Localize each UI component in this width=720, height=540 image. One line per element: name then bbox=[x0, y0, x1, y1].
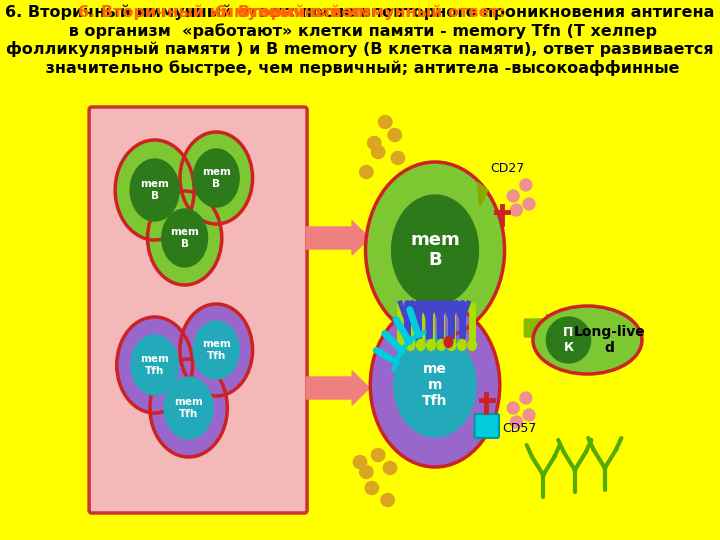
Text: mem
Tfh: mem Tfh bbox=[174, 397, 203, 419]
Circle shape bbox=[164, 377, 213, 439]
Text: 6. Вторичный иммунный ответ:: 6. Вторичный иммунный ответ: bbox=[215, 5, 505, 21]
Polygon shape bbox=[477, 182, 488, 206]
Circle shape bbox=[468, 340, 477, 350]
Circle shape bbox=[437, 340, 446, 350]
Ellipse shape bbox=[354, 456, 366, 469]
Circle shape bbox=[194, 149, 239, 207]
Circle shape bbox=[162, 209, 207, 267]
Text: CD27: CD27 bbox=[490, 162, 525, 175]
Circle shape bbox=[370, 303, 500, 467]
Text: 6. Вторичный иммунный ответ: после вповторного проникновения антигена
 в организ: 6. Вторичный иммунный ответ: после вповт… bbox=[5, 5, 715, 76]
Text: Long-live
d: Long-live d bbox=[574, 325, 645, 355]
Circle shape bbox=[457, 340, 467, 350]
Circle shape bbox=[130, 159, 179, 221]
Ellipse shape bbox=[359, 465, 373, 478]
Text: me
m
Tfh: me m Tfh bbox=[422, 362, 448, 408]
FancyBboxPatch shape bbox=[89, 107, 307, 513]
Circle shape bbox=[416, 340, 425, 350]
Circle shape bbox=[394, 333, 476, 437]
Ellipse shape bbox=[372, 145, 385, 159]
Circle shape bbox=[131, 335, 179, 395]
Ellipse shape bbox=[367, 137, 381, 150]
Ellipse shape bbox=[523, 198, 535, 210]
Text: mem
Tfh: mem Tfh bbox=[140, 354, 169, 376]
Circle shape bbox=[366, 162, 505, 338]
Circle shape bbox=[406, 340, 415, 350]
Ellipse shape bbox=[372, 449, 385, 462]
Text: mem
B: mem B bbox=[410, 231, 460, 269]
Circle shape bbox=[117, 317, 192, 413]
Circle shape bbox=[447, 340, 456, 350]
Ellipse shape bbox=[510, 416, 522, 428]
FancyArrow shape bbox=[524, 314, 564, 342]
Circle shape bbox=[427, 340, 436, 350]
Ellipse shape bbox=[391, 152, 405, 165]
Circle shape bbox=[396, 340, 405, 350]
Ellipse shape bbox=[523, 409, 535, 421]
Text: П
К: П К bbox=[563, 326, 574, 354]
Ellipse shape bbox=[546, 317, 590, 363]
Ellipse shape bbox=[533, 306, 642, 374]
Ellipse shape bbox=[520, 392, 532, 404]
Ellipse shape bbox=[359, 165, 373, 179]
Text: CD57: CD57 bbox=[502, 422, 536, 435]
Ellipse shape bbox=[388, 129, 402, 141]
Ellipse shape bbox=[510, 204, 522, 216]
Text: mem
B: mem B bbox=[202, 167, 230, 189]
FancyBboxPatch shape bbox=[474, 414, 499, 438]
Ellipse shape bbox=[365, 482, 379, 495]
Text: mem
Tfh: mem Tfh bbox=[202, 339, 230, 361]
Circle shape bbox=[150, 359, 228, 457]
FancyArrow shape bbox=[306, 221, 369, 255]
Text: mem
B: mem B bbox=[140, 179, 169, 201]
Ellipse shape bbox=[383, 462, 397, 475]
Circle shape bbox=[444, 336, 453, 348]
Circle shape bbox=[392, 195, 479, 305]
Ellipse shape bbox=[381, 494, 395, 507]
Ellipse shape bbox=[520, 179, 532, 191]
Ellipse shape bbox=[379, 116, 392, 129]
FancyArrow shape bbox=[306, 371, 369, 405]
Text: 6. Вторичный иммунный ответ:: 6. Вторичный иммунный ответ: bbox=[78, 5, 369, 21]
Circle shape bbox=[180, 132, 253, 224]
Ellipse shape bbox=[508, 402, 519, 414]
Ellipse shape bbox=[508, 190, 519, 202]
Text: mem
B: mem B bbox=[170, 227, 199, 249]
Circle shape bbox=[148, 191, 222, 285]
Circle shape bbox=[194, 321, 239, 379]
Circle shape bbox=[180, 304, 253, 396]
Circle shape bbox=[115, 140, 194, 240]
